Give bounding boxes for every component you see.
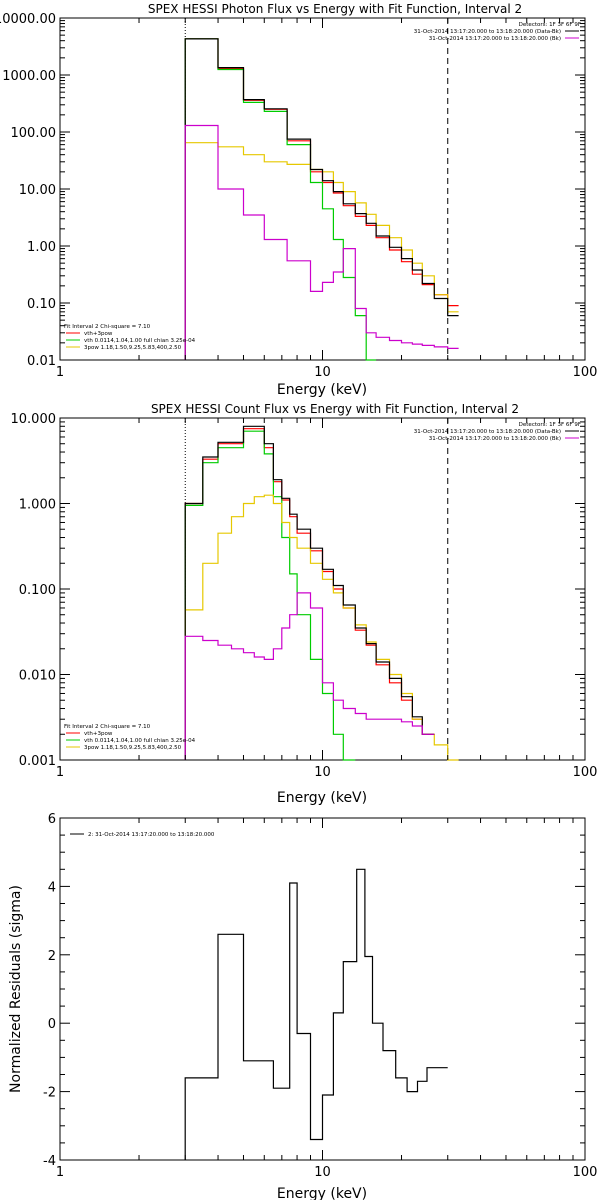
y-tick-label: 10.00 <box>19 183 56 198</box>
y-tick-label: 0.010 <box>19 669 56 684</box>
legend-entry: 3pow 1.18,1.50,9.25,5.83,400,2.50 <box>84 345 182 351</box>
y-tick-label: 10.000 <box>11 412 57 427</box>
series-data-bk <box>184 38 459 360</box>
series-data-bk <box>184 425 435 760</box>
photon-flux-panel: SPEX HESSI Photon Flux vs Energy with Fi… <box>0 2 597 398</box>
x-tick-label: 100 <box>573 1165 598 1180</box>
x-tick-label: 1 <box>56 1165 64 1180</box>
legend-entry: Detectors: 1F 3F 6F 9F <box>519 422 581 428</box>
legend-bottom-left: Fit Interval 2 Chi-square = 7.10vth+3pow… <box>64 324 196 351</box>
y-tick-label: 2 <box>48 949 56 964</box>
y-tick-label: 6 <box>48 812 56 827</box>
y-tick-label: 1.00 <box>27 240 56 255</box>
x-axis-label: Energy (keV) <box>277 1186 367 1200</box>
x-tick-label: 10 <box>314 1165 331 1180</box>
y-tick-label: 0.100 <box>19 583 56 598</box>
series-vth-0-0114-1-04-1-00-full-chian-3-25e-04 <box>184 430 356 761</box>
series-bk <box>184 592 435 760</box>
y-tick-label: 1000.00 <box>2 69 56 84</box>
y-tick-label: 1.000 <box>19 498 56 513</box>
y-tick-label: 0.01 <box>27 354 56 369</box>
x-tick-label: 100 <box>573 365 598 380</box>
legend-entry: vth 0.0114,1.04,1.00 full chian 3.25e-04 <box>84 738 196 744</box>
residuals-panel: 1 10 100 -4 -2 0 2 4 6 Energy (keV) Normalized … <box>8 812 597 1200</box>
y-tick-label: 4 <box>48 880 56 895</box>
legend-entry: 2: 31-Oct-2014 13:17:20.000 to 13:18:20.… <box>88 832 215 838</box>
y-tick-label: 100.00 <box>11 126 57 141</box>
y-axis: 0.001 0.010 0.100 1.000 10.000 <box>11 412 585 769</box>
plot-frame <box>59 417 586 761</box>
series-2-31-oct-2014-13-17-20-000-to-13-18-20-000 <box>184 868 448 1160</box>
legend-entry: 31-Oct-2014 13:17:20.000 to 13:18:20.000… <box>414 29 561 35</box>
series-vth-0-0114-1-04-1-00-full-chian-3-25e-04 <box>184 38 377 361</box>
legend-entry: 3pow 1.18,1.50,9.25,5.83,400,2.50 <box>84 745 182 751</box>
y-axis: 0.01 0.10 1.00 10.00 100.00 1000.00 10000.00 <box>0 12 585 369</box>
panel-title: SPEX HESSI Count Flux vs Energy with Fit… <box>151 402 519 416</box>
y-axis: -4 -2 0 2 4 6 <box>43 812 585 1169</box>
count-flux-panel: SPEX HESSI Count Flux vs Energy with Fit… <box>11 402 598 806</box>
x-axis: 1 10 100 <box>56 18 598 380</box>
panel-title: SPEX HESSI Photon Flux vs Energy with Fi… <box>148 2 522 16</box>
x-axis-label: Energy (keV) <box>277 790 367 806</box>
legend-entry: 31-Oct-2014 13:17:20.000 to 13:18:20.000… <box>429 36 561 42</box>
series-vth-3pow <box>184 428 435 760</box>
legend-entry: vth+3pow <box>84 331 113 337</box>
y-tick-label: -2 <box>43 1086 56 1101</box>
legend-bottom-left: Fit Interval 2 Chi-square = 7.10vth+3pow… <box>64 724 196 751</box>
vertical-markers <box>184 418 449 760</box>
series-group <box>184 868 448 1160</box>
legend-entry: 31-Oct-2014 13:17:20.000 to 13:18:20.000… <box>414 429 561 435</box>
legend-entry: 31-Oct-2014 13:17:20.000 to 13:18:20.000… <box>429 436 561 442</box>
x-tick-label: 100 <box>573 765 598 780</box>
y-tick-label: 0.001 <box>19 754 56 769</box>
legend-entry: Fit Interval 2 Chi-square = 7.10 <box>64 324 151 330</box>
x-tick-label: 1 <box>56 365 64 380</box>
y-tick-label: 10000.00 <box>0 12 56 27</box>
x-axis: 1 10 100 <box>56 818 598 1180</box>
x-tick-label: 1 <box>56 765 64 780</box>
legend-entry: vth+3pow <box>84 731 113 737</box>
y-tick-label: 0 <box>48 1017 56 1032</box>
x-axis: 1 10 100 <box>56 418 598 780</box>
y-tick-label: -4 <box>43 1154 56 1169</box>
legend-top-left: 2: 31-Oct-2014 13:17:20.000 to 13:18:20.… <box>70 832 215 838</box>
legend-entry: Detectors: 1F 3F 6F 9F <box>519 22 581 28</box>
series-group <box>184 38 459 361</box>
legend-entry: vth 0.0114,1.04,1.00 full chian 3.25e-04 <box>84 338 196 344</box>
y-tick-label: 0.10 <box>27 297 56 312</box>
x-axis-label: Energy (keV) <box>277 382 367 398</box>
x-tick-label: 10 <box>314 765 331 780</box>
series-group <box>184 425 459 761</box>
legend-entry: Fit Interval 2 Chi-square = 7.10 <box>64 724 151 730</box>
y-axis-label: Normalized Residuals (sigma) <box>8 885 24 1093</box>
series-bk <box>184 124 459 360</box>
x-tick-label: 10 <box>314 365 331 380</box>
